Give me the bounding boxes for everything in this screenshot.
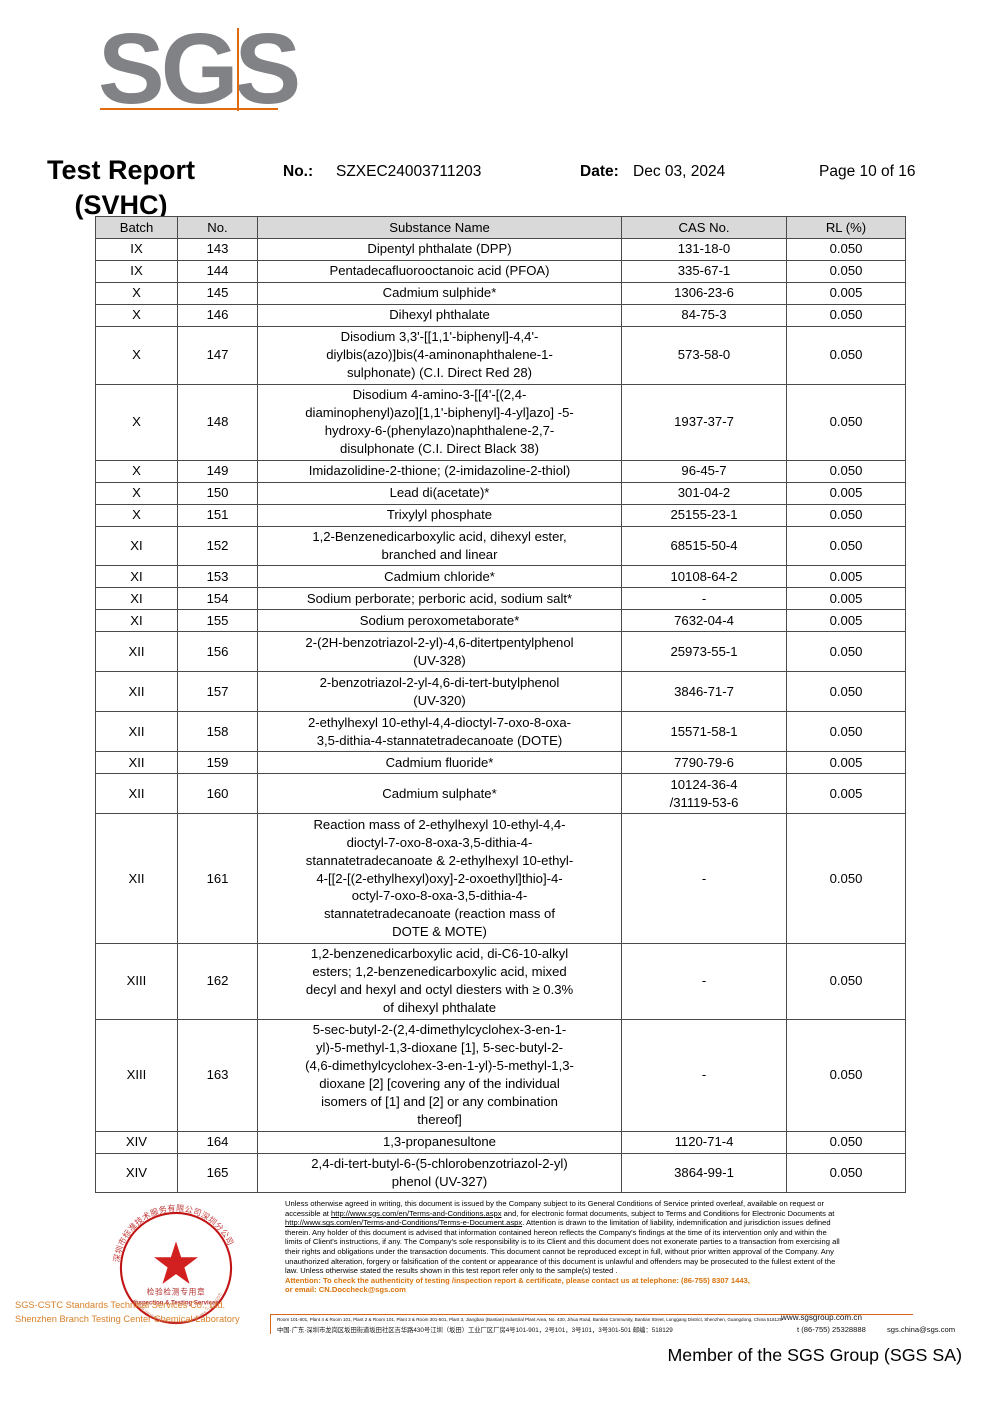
svg-text:检验检测专用章: 检验检测专用章: [147, 1287, 206, 1297]
